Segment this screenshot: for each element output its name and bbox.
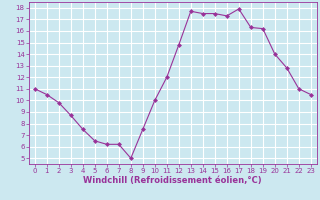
X-axis label: Windchill (Refroidissement éolien,°C): Windchill (Refroidissement éolien,°C) [84,176,262,185]
